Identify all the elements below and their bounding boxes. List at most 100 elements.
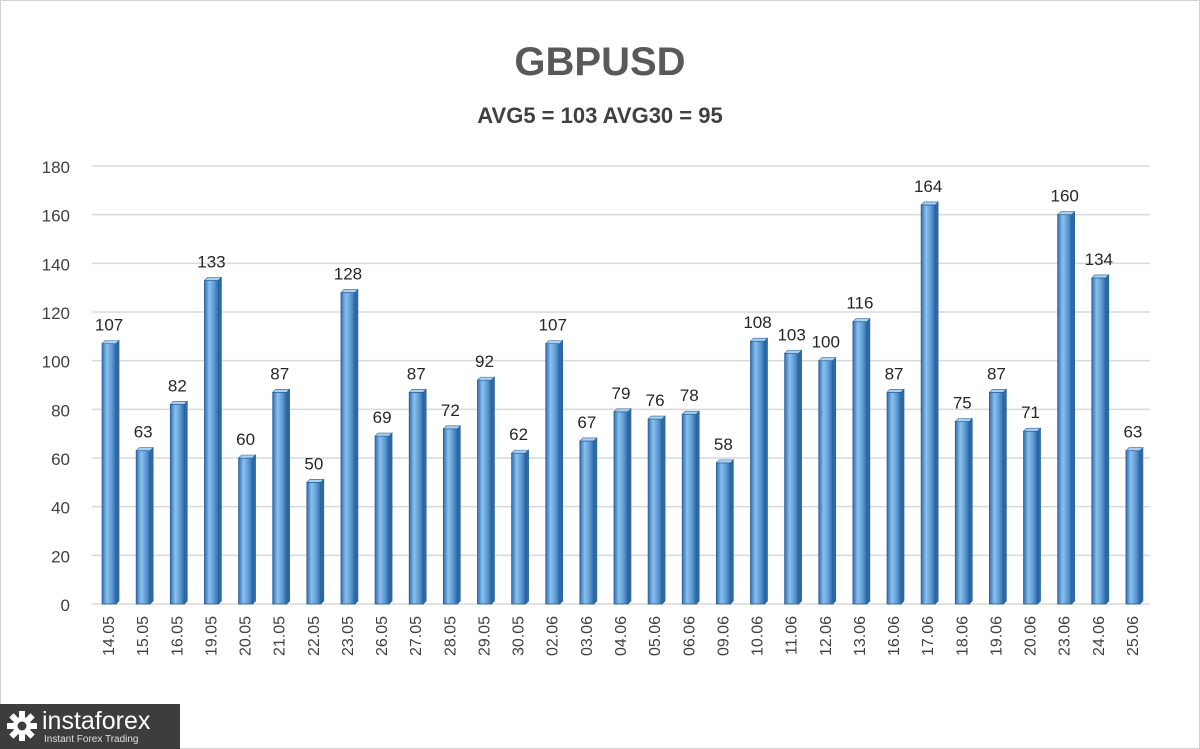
bar-side	[934, 201, 939, 605]
y-tick-label: 40	[51, 499, 70, 518]
logo-tagline: Instant Forex Trading	[44, 734, 139, 745]
y-tick-label: 180	[42, 158, 70, 177]
y-tick-label: 60	[51, 450, 70, 469]
y-tick-label: 100	[42, 353, 70, 372]
data-label: 62	[509, 425, 528, 444]
y-tick-label: 160	[42, 207, 70, 226]
x-tick-label: 14.05	[101, 616, 118, 656]
bar	[408, 391, 424, 605]
data-label: 116	[846, 294, 873, 313]
bar-side	[354, 288, 359, 605]
bar	[545, 343, 561, 605]
bar-side	[218, 276, 222, 605]
bar	[101, 343, 117, 605]
bar-side	[422, 388, 427, 605]
bar	[169, 404, 185, 605]
bar	[750, 340, 765, 605]
data-label: 75	[953, 394, 972, 413]
data-label: 82	[168, 376, 187, 395]
data-label: 103	[777, 325, 805, 344]
y-axis-ticks: 0 20 40 60 80 100 120 140 160 180	[42, 158, 70, 615]
bar	[886, 391, 902, 605]
data-label: 58	[714, 435, 733, 454]
data-label: 60	[236, 430, 255, 449]
data-label: 164	[914, 177, 942, 196]
data-label: 107	[539, 316, 567, 335]
x-tick-label: 18.06	[954, 616, 971, 656]
bar-side	[1071, 210, 1075, 605]
x-tick-label: 28.05	[442, 616, 459, 656]
x-tick-label: 15.05	[135, 616, 152, 656]
bar-side	[627, 408, 632, 605]
bars	[101, 201, 1144, 605]
bar-side	[764, 337, 768, 605]
bar	[306, 481, 322, 605]
chart-subtitle: AVG5 = 103 AVG30 = 95	[477, 103, 723, 128]
x-axis-ticks: 14.05 15.05 16.05 19.05 20.05 21.05 22.05 23.05…	[101, 616, 1142, 656]
x-tick-label: 02.06	[545, 616, 562, 656]
x-tick-label: 12.06	[818, 616, 835, 656]
bar-side	[525, 449, 529, 605]
bar-side	[115, 339, 120, 605]
x-tick-label: 29.05	[476, 616, 493, 656]
bar	[272, 391, 288, 605]
data-label: 87	[885, 364, 904, 383]
x-tick-label: 25.06	[1125, 616, 1142, 656]
x-tick-label: 05.06	[647, 616, 664, 656]
bar-side	[730, 459, 734, 605]
x-tick-label: 16.05	[169, 616, 186, 656]
x-tick-label: 09.06	[715, 616, 732, 656]
data-label: 92	[475, 352, 494, 371]
x-tick-label: 17.06	[920, 616, 937, 656]
x-tick-label: 06.06	[681, 616, 698, 656]
x-tick-label: 26.05	[374, 616, 391, 656]
x-tick-label: 24.06	[1091, 616, 1108, 656]
bar	[477, 379, 492, 605]
chart-title: GBPUSD	[514, 40, 686, 84]
bar	[238, 457, 253, 605]
y-tick-label: 0	[61, 596, 70, 615]
data-label: 72	[441, 401, 460, 420]
bar	[852, 321, 868, 605]
data-label: 78	[680, 386, 699, 405]
bar-side	[491, 376, 495, 605]
x-tick-label: 20.05	[238, 616, 255, 656]
bar-side	[184, 400, 188, 605]
data-labels: 107 63 82 133 60 87 50 128 69 87 72 92 62 107 67 79 76 78…	[95, 177, 1143, 473]
bar-side	[866, 318, 871, 605]
bar-side	[968, 417, 973, 605]
data-label: 63	[134, 423, 153, 442]
bar-side	[661, 415, 666, 605]
bar-side	[320, 478, 325, 605]
x-tick-label: 04.06	[613, 616, 630, 656]
y-tick-label: 20	[51, 547, 70, 566]
bar	[511, 452, 527, 605]
bar	[715, 462, 731, 605]
bar	[989, 391, 1004, 605]
data-label: 108	[743, 313, 771, 332]
bar-side	[593, 437, 598, 605]
data-label: 67	[577, 413, 596, 432]
bar-side	[798, 349, 802, 605]
data-label: 87	[270, 364, 289, 383]
bar-side	[457, 425, 461, 605]
bar	[442, 428, 458, 605]
data-label: 63	[1123, 423, 1142, 442]
data-label: 69	[373, 408, 392, 427]
bar	[1125, 450, 1141, 605]
bar	[1091, 277, 1107, 605]
x-tick-label: 10.06	[750, 616, 767, 656]
data-label: 79	[612, 384, 631, 403]
x-tick-label: 19.06	[988, 616, 1005, 656]
bar-side	[559, 339, 564, 605]
bar	[1023, 430, 1038, 605]
bar	[954, 421, 970, 605]
x-tick-label: 27.05	[408, 616, 425, 656]
bar-side	[832, 356, 837, 605]
y-tick-label: 80	[51, 401, 70, 420]
bar-side	[388, 432, 393, 605]
bar	[681, 413, 697, 605]
x-tick-label: 22.05	[306, 616, 323, 656]
